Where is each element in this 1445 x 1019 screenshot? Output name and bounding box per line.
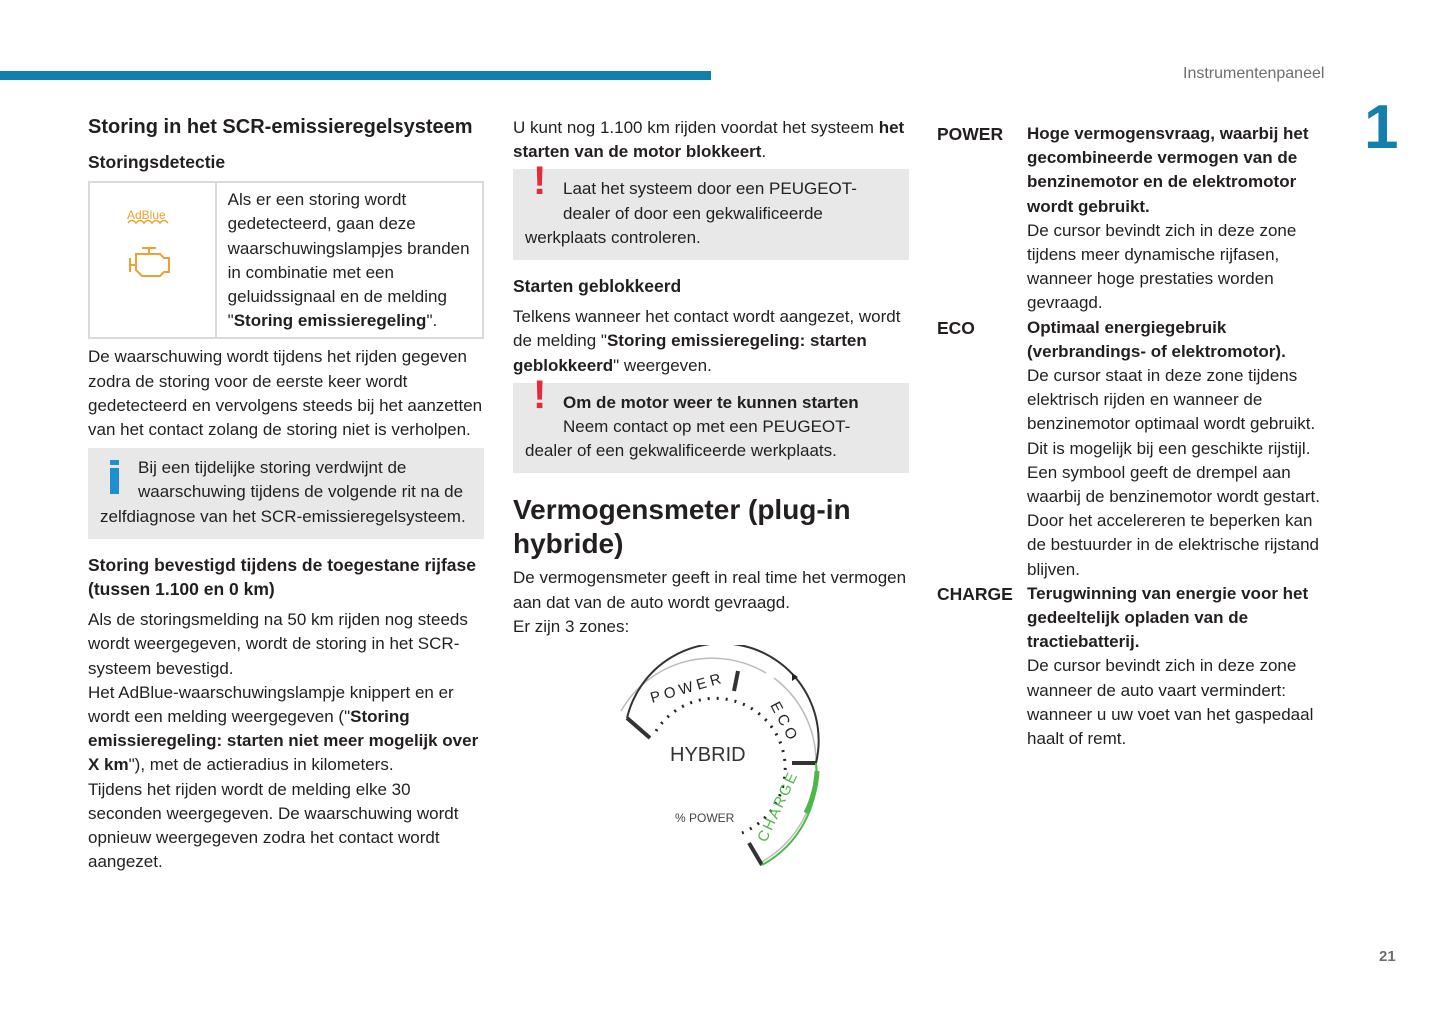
exclamation-icon: ! <box>533 372 547 417</box>
section-title: Storing in het SCR-emissieregelsysteem <box>88 116 473 138</box>
paragraph: Als de storingsmelding na 50 km rijden n… <box>88 610 468 678</box>
info-box: Bij een tijdelijke storing verdwijnt de … <box>88 448 484 539</box>
section-title: Vermogensmeter (plug-in hybride) <box>513 494 851 560</box>
paragraph: De vermogensmeter geeft in real time het… <box>513 568 907 612</box>
paragraph: Er zijn 3 zones: <box>513 616 630 636</box>
paragraph: U kunt nog 1.100 km rijden voordat het s… <box>513 118 905 162</box>
warning-box: ! Om de motor weer te kunnen starten Nee… <box>513 372 909 474</box>
column-2: U kunt nog 1.100 km rijden voordat het s… <box>513 116 909 875</box>
definition-power: POWER Hoge vermogensvraag, waarbij het g… <box>937 124 1309 313</box>
engine-icon <box>127 219 170 278</box>
column-3: POWER Hoge vermogensvraag, waarbij het g… <box>937 122 1332 751</box>
page-number: 21 <box>1379 948 1396 965</box>
paragraph: Telkens wanneer het contact wordt aangez… <box>513 307 901 375</box>
gauge-charge-level <box>803 770 820 815</box>
chapter-number: 1 <box>1364 93 1399 162</box>
definition-charge: CHARGE Terugwinning van energie voor het… <box>937 583 1314 749</box>
info-icon <box>100 456 138 500</box>
paragraph: Tijdens het rijden wordt de melding elke… <box>88 779 459 872</box>
gauge-threshold-icon <box>792 673 798 682</box>
subheading: Storingsdetectie <box>88 152 226 172</box>
gauge-power-start-mark <box>625 716 652 740</box>
gauge-eco-label: ECO <box>766 699 802 746</box>
gauge-charge-end-mark <box>747 842 764 867</box>
adblue-icon: AdBlue <box>127 208 166 223</box>
warning-box: ! Laat het systeem door een PEUGEOT-deal… <box>513 159 909 261</box>
header-bar <box>0 71 711 80</box>
gauge-power-eco-mark <box>732 670 740 692</box>
power-meter-gauge: POWER ECO CHARGE HYBRID % POWER <box>620 645 820 867</box>
warning-lamps: AdBlue <box>90 183 217 338</box>
warning-lamp-box: AdBlue Als er een storing wordt gedetect… <box>88 181 484 340</box>
gauge-power-label: POWER <box>648 669 726 706</box>
definition-eco: ECO Optimaal energiegebruik (verbranding… <box>937 317 1320 579</box>
subheading: Starten geblokkeerd <box>513 276 682 297</box>
column-1: Storing in het SCR-emissieregelsysteem S… <box>88 114 488 874</box>
gauge-unit-label: % POWER <box>675 811 735 825</box>
running-title: Instrumentenpaneel <box>1183 65 1325 82</box>
exclamation-icon: ! <box>533 159 547 204</box>
subheading: Storing bevestigd tijdens de toegestane … <box>88 554 477 600</box>
info-text: Bij een tijdelijke storing verdwijnt de … <box>100 458 466 526</box>
paragraph: De waarschuwing wordt tijdens het rijden… <box>88 347 483 440</box>
warning-lamp-text: Als er een storing wordt gedetecteerd, g… <box>227 190 470 331</box>
gauge-center-label: HYBRID <box>670 744 746 766</box>
paragraph: Het AdBlue-waarschuwingslampje knippert … <box>88 682 479 775</box>
